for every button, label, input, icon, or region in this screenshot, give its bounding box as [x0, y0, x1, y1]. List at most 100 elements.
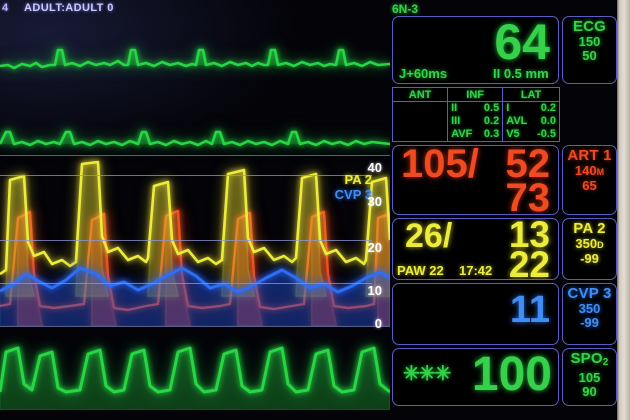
pa-label-box[interactable]: PA 2 350D -99	[562, 218, 617, 280]
st-table-header-row: ANT INF LAT	[391, 87, 560, 102]
st-lat-value-1: 0.0	[540, 115, 556, 127]
spo2-label: SPO	[570, 350, 603, 367]
grid-line-30	[0, 175, 372, 176]
numeric-row-art: 105/ 52 73 ART 1 140M 65	[392, 145, 617, 215]
ecg-heart-rate-value: 64	[494, 16, 550, 70]
spo2-label-box[interactable]: SPO2 105 90	[562, 348, 617, 406]
st-inf-lead-0: II	[451, 102, 458, 114]
spo2-label-subscript: 2	[602, 357, 609, 368]
scale-tick-30: 30	[367, 194, 382, 209]
cvp-value-box[interactable]: 11	[392, 283, 559, 345]
waveform-spo2-pleth	[0, 334, 390, 410]
spo2-value: 100	[471, 348, 552, 401]
spo2-limit-low: 90	[582, 384, 597, 399]
st-cell-inf: II 0.5 III 0.2 AVF 0.3	[447, 101, 504, 142]
spo2-alarm-indicator: ✳✳✳	[403, 363, 451, 385]
patient-mode-label[interactable]: ADULT:ADULT 0	[24, 2, 114, 14]
ecg-value-box[interactable]: 64 J+60ms II 0.5 mm	[392, 16, 559, 84]
ecg-j-point-label: J+60ms	[399, 66, 448, 81]
wave-label-cvp3[interactable]: CVP 3	[334, 187, 372, 202]
cvp-limit-low: -99	[580, 315, 599, 330]
grid-line-10	[0, 283, 372, 284]
cvp-value: 11	[509, 289, 550, 331]
monitor-screen: 4 ADULT:ADULT 0 6N-3	[0, 0, 617, 420]
scale-tick-40: 40	[367, 160, 382, 175]
art-limit-high-row: 140M	[563, 164, 616, 179]
art-diastolic-value: 52	[505, 145, 551, 186]
st-segment-table[interactable]: ANT INF LAT II 0.5 III 0.2 AVF	[391, 87, 560, 142]
st-inf-lead-1: III	[451, 115, 461, 127]
spo2-value-box[interactable]: ✳✳✳ 100	[392, 348, 559, 406]
st-header-ant: ANT	[391, 87, 449, 102]
scale-tick-10: 10	[367, 283, 382, 298]
st-inf-value-1: 0.2	[483, 115, 500, 127]
ecg-lead-gain-label: II 0.5 mm	[493, 66, 549, 81]
status-edge-char: 4	[2, 2, 9, 14]
art-systolic-value: 105/	[401, 145, 479, 186]
st-inf-row-1: III 0.2	[448, 115, 502, 128]
pa-wedge-timestamp: 17:42	[459, 263, 493, 278]
ecg-label: ECG	[572, 18, 607, 35]
art-value-box[interactable]: 105/ 52 73	[392, 145, 559, 215]
wave-label-pa2[interactable]: PA 2	[344, 172, 372, 187]
st-header-inf: INF	[447, 87, 504, 102]
numeric-row-pa: 26/ 13 22 PAW 22 17:42 PA 2 350D -99	[392, 218, 617, 280]
waveform-ecg-lead-1	[0, 32, 390, 92]
st-lat-lead-0: I	[506, 102, 510, 114]
numeric-row-ecg: 64 J+60ms II 0.5 mm ECG 150 50	[392, 16, 617, 84]
cvp-limit-high: 350	[578, 301, 601, 316]
waveform-pressure-group	[0, 156, 390, 326]
pa-systolic-value: 26/	[405, 218, 453, 255]
st-lat-value-0: 0.2	[540, 102, 556, 114]
pa-limit-unit: D	[597, 240, 604, 250]
ecg-label-box[interactable]: ECG 150 50	[562, 16, 617, 84]
waveform-divider-top	[0, 155, 390, 156]
st-cell-ant	[391, 101, 449, 142]
art-limit-low: 65	[582, 178, 597, 193]
art-label: ART 1	[567, 147, 612, 164]
bed-label: 6N-3	[392, 2, 419, 16]
spo2-limit-high: 105	[578, 370, 601, 385]
numeric-row-spo2: ✳✳✳ 100 SPO2 105 90	[392, 348, 617, 406]
pa-limit-high: 350	[575, 236, 598, 251]
waveform-divider-bottom	[0, 326, 390, 327]
st-lat-row-1: AVL 0.0	[503, 115, 559, 128]
st-inf-value-2: 0.3	[483, 128, 500, 140]
art-limit-unit: M	[596, 167, 605, 177]
pa-label: PA 2	[573, 220, 606, 237]
waveform-area: PA 2 CVP 3 40 30 20 10 0	[0, 18, 390, 420]
art-mean-value: 73	[505, 176, 551, 215]
ecg-limit-high: 150	[578, 34, 601, 49]
scale-tick-0: 0	[374, 316, 382, 331]
pa-limit-high-row: 350D	[563, 237, 616, 252]
art-label-box[interactable]: ART 1 140M 65	[562, 145, 617, 215]
numeric-panel-column: 64 J+60ms II 0.5 mm ECG 150 50 ANT INF L…	[391, 16, 617, 409]
pa-value-box[interactable]: 26/ 13 22 PAW 22 17:42	[392, 218, 559, 280]
st-cell-lat: I 0.2 AVL 0.0 V5 -0.5	[502, 101, 560, 142]
spo2-label-row: SPO2	[563, 351, 616, 371]
st-lat-lead-2: V5	[506, 128, 520, 140]
st-header-lat: LAT	[502, 87, 560, 102]
pa-diastolic-value: 13	[508, 218, 550, 255]
st-lat-value-2: -0.5	[537, 128, 556, 140]
st-lat-row-0: I 0.2	[503, 102, 559, 115]
art-limit-high: 140	[574, 163, 597, 178]
ecg-limit-low: 50	[582, 48, 597, 63]
st-table-value-row: II 0.5 III 0.2 AVF 0.3 I 0.2	[391, 101, 560, 142]
pressure-wave-labels: PA 2 CVP 3	[318, 172, 372, 202]
pa-mean-value: 22	[508, 244, 550, 280]
monitor-bezel	[617, 0, 630, 420]
st-inf-row-2: AVF 0.3	[448, 128, 502, 141]
grid-line-20	[0, 240, 372, 241]
waveform-ecg-lead-2	[0, 104, 390, 164]
st-inf-lead-2: AVF	[451, 128, 473, 140]
st-lat-lead-1: AVL	[506, 115, 528, 127]
status-bar: 4 ADULT:ADULT 0	[0, 0, 390, 18]
numeric-row-cvp: 11 CVP 3 350 -99	[392, 283, 617, 345]
cvp-label: CVP 3	[567, 285, 612, 302]
st-inf-row-0: II 0.5	[448, 102, 502, 115]
st-lat-row-2: V5 -0.5	[503, 128, 559, 141]
pa-limit-low: -99	[580, 251, 599, 266]
pa-wedge-label: PAW 22	[397, 263, 444, 278]
cvp-label-box[interactable]: CVP 3 350 -99	[562, 283, 617, 345]
